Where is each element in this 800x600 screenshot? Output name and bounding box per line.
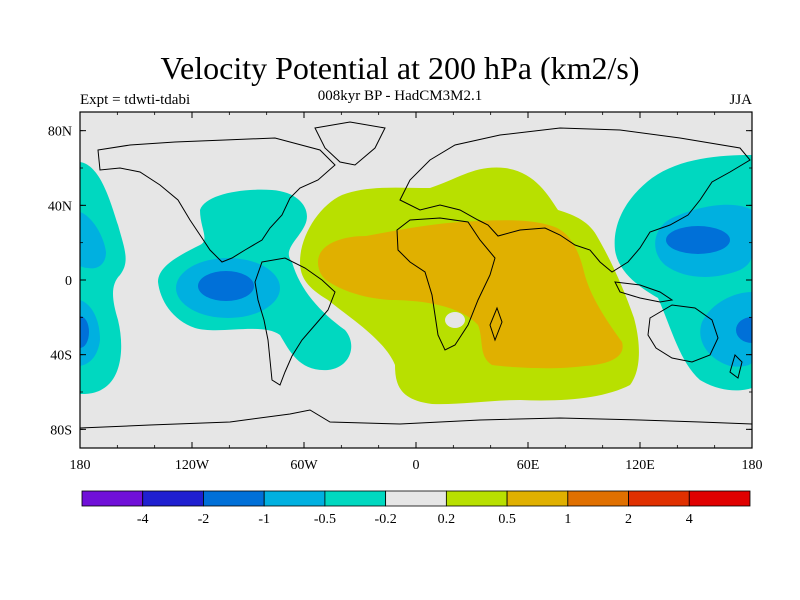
colorbar-swatch	[263, 490, 326, 507]
contour-positive-0-2-interior	[445, 312, 465, 328]
colorbar-swatch	[324, 490, 387, 507]
map-title: Velocity Potential at 200 hPa (km2/s)	[160, 50, 640, 86]
coastline-africa	[396, 217, 496, 351]
season-label: JJA	[729, 92, 752, 108]
coastlines	[80, 121, 752, 429]
colorbar-swatch	[203, 490, 265, 507]
contour-negative-1-swpac	[736, 317, 752, 343]
coastline-new-zealand	[729, 354, 743, 379]
colorbar-swatch	[567, 490, 629, 507]
colorbar-swatch	[385, 490, 447, 507]
colorbar-level-label: 0.5	[498, 512, 516, 527]
y-tick-label: 40N	[48, 199, 72, 214]
colorbar: -4 -2 -1 -0.5 -0.2 0.2 0.5 1 2 4	[81, 490, 751, 527]
colorbar-swatch	[81, 490, 144, 507]
colorbar-level-label: -4	[137, 512, 149, 527]
x-tick-label: 180	[742, 458, 763, 473]
coastline-antarctica	[80, 409, 752, 429]
map-subtitle: 008kyr BP - HadCM3M2.1	[317, 88, 483, 104]
colorbar-swatch	[142, 490, 204, 507]
x-tick-label: 60E	[517, 458, 540, 473]
x-tick-label: 180	[70, 458, 91, 473]
colorbar-swatch	[445, 490, 508, 507]
colorbar-level-label: 2	[625, 512, 632, 527]
y-tick-label: 80N	[48, 125, 72, 140]
x-tick-label: 120W	[175, 458, 210, 473]
x-tick-label: 60W	[290, 458, 318, 473]
contour-negative-1-epac	[198, 271, 254, 301]
axis-labels: 180 120W 60W 0 60E 120E 180 80N 40N 0 40S 80S	[48, 125, 763, 473]
y-tick-label: 40S	[50, 349, 72, 364]
coastline-australia	[647, 304, 719, 363]
contour-fields	[80, 155, 752, 405]
x-tick-label: 0	[413, 458, 420, 473]
y-tick-label: 80S	[50, 423, 72, 438]
coastline-greenland	[314, 121, 386, 166]
contour-positive-0-5	[318, 220, 623, 369]
colorbar-swatch	[688, 490, 751, 507]
experiment-label: Expt = tdwti-tdabi	[80, 92, 191, 108]
coastline-eurasia	[399, 127, 751, 273]
coastline-south-america	[254, 257, 336, 386]
colorbar-level-label: 4	[686, 512, 693, 527]
colorbar-swatch	[506, 490, 569, 507]
y-tick-label: 0	[65, 274, 72, 289]
colorbar-level-label: 0.2	[438, 512, 456, 527]
contour-negative-1-wpac	[666, 226, 730, 254]
contour-negative-0-5-west-edge	[80, 212, 106, 269]
colorbar-level-label: -1	[258, 512, 270, 527]
colorbar-level-label: 1	[564, 512, 571, 527]
contour-negative-1-west-edge	[80, 316, 89, 348]
colorbar-level-label: -0.2	[375, 512, 397, 527]
coastline-north-america	[97, 137, 336, 263]
colorbar-level-label: -0.5	[314, 512, 336, 527]
colorbar-swatch	[628, 490, 690, 507]
x-tick-label: 120E	[625, 458, 655, 473]
colorbar-level-label: -2	[198, 512, 210, 527]
coastline-madagascar	[489, 306, 503, 342]
contour-negative-0-5-west-edge-south	[80, 300, 100, 366]
axis-ticks	[79, 112, 753, 448]
coastline-indonesia	[614, 281, 674, 303]
